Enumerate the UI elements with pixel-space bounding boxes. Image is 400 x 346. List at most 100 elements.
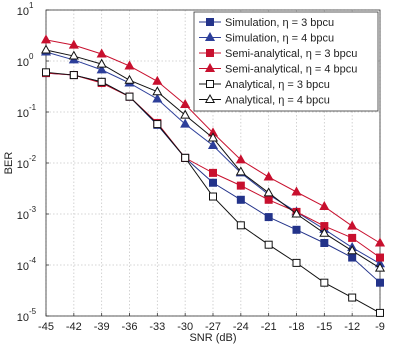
- y-tick-exponent: -2: [29, 154, 37, 163]
- marker: [153, 120, 162, 129]
- marker: [291, 208, 302, 218]
- marker: [236, 181, 245, 190]
- marker: [320, 239, 329, 248]
- y-tick-exponent: -4: [29, 256, 37, 265]
- marker: [152, 86, 163, 96]
- legend-label: Semi-analytical, η = 4 bpcu: [225, 63, 357, 75]
- marker: [96, 58, 107, 68]
- marker: [236, 221, 245, 230]
- y-axis-label: BER: [3, 152, 15, 175]
- marker: [319, 201, 330, 211]
- marker: [291, 186, 302, 196]
- y-tick-exponent: -1: [29, 103, 37, 112]
- legend-box: [193, 11, 379, 112]
- marker: [292, 258, 301, 267]
- marker: [124, 60, 135, 70]
- marker: [204, 93, 216, 103]
- x-tick-label: -21: [261, 321, 277, 333]
- marker: [180, 99, 191, 109]
- legend-label: Simulation, η = 3 bpcu: [225, 17, 334, 29]
- marker: [69, 71, 78, 80]
- marker: [40, 34, 52, 44]
- marker: [206, 49, 214, 57]
- marker: [236, 195, 245, 204]
- marker: [209, 168, 217, 177]
- marker: [320, 278, 329, 287]
- legend-label: Semi-analytical, η = 3 bpcu: [225, 48, 357, 60]
- marker: [206, 18, 214, 26]
- x-axis-label: SNR (dB): [189, 332, 236, 344]
- x-tick-label: -45: [38, 321, 54, 333]
- y-tick-base: 10: [17, 210, 29, 222]
- marker: [204, 62, 216, 72]
- marker: [347, 220, 358, 230]
- marker: [264, 240, 273, 249]
- y-tick-exponent: 0: [29, 52, 34, 61]
- y-tick-label: 10: [17, 6, 29, 18]
- x-tick-label: -27: [205, 321, 221, 333]
- marker: [181, 153, 190, 162]
- y-tick-exponent: -3: [29, 205, 37, 214]
- marker: [40, 44, 52, 54]
- y-tick-label: 10: [17, 312, 29, 324]
- marker: [96, 64, 107, 74]
- x-tick-label: -42: [66, 321, 82, 333]
- y-tick-exponent: -5: [29, 307, 37, 316]
- marker: [235, 154, 246, 164]
- plot-frame: [45, 9, 381, 317]
- marker: [376, 253, 384, 262]
- x-tick-label: -12: [344, 321, 360, 333]
- marker: [263, 187, 274, 197]
- legend-label: Analytical, η = 4 bpcu: [225, 94, 330, 106]
- marker: [180, 109, 191, 119]
- x-tick-label: -15: [316, 321, 332, 333]
- y-tick-base: 10: [17, 57, 29, 69]
- marker: [68, 50, 79, 60]
- marker: [347, 245, 358, 255]
- marker: [374, 262, 386, 272]
- marker: [264, 195, 273, 204]
- legend-label: Analytical, η = 3 bpcu: [225, 79, 330, 91]
- marker: [376, 308, 384, 317]
- marker: [42, 68, 50, 77]
- marker: [292, 225, 301, 234]
- y-tick-base: 10: [17, 6, 29, 18]
- x-tick-label: -36: [122, 321, 138, 333]
- marker: [348, 293, 357, 302]
- marker: [209, 192, 217, 201]
- x-tick-label: -18: [289, 321, 305, 333]
- marker: [376, 278, 384, 287]
- marker: [204, 31, 216, 41]
- marker: [68, 39, 79, 49]
- marker: [97, 77, 106, 86]
- y-tick-base: 10: [17, 159, 29, 171]
- marker: [207, 132, 219, 142]
- marker: [264, 213, 273, 222]
- x-tick-label: -24: [233, 321, 249, 333]
- marker: [124, 74, 135, 84]
- marker: [152, 93, 163, 103]
- y-tick-label: 10: [17, 210, 29, 222]
- marker: [348, 253, 357, 262]
- y-tick-label: 10: [17, 261, 29, 273]
- x-tick-label: -30: [177, 321, 193, 333]
- y-tick-label: 10: [17, 108, 29, 120]
- marker: [209, 178, 217, 187]
- x-tick-label: -9: [375, 321, 385, 333]
- marker: [96, 48, 107, 58]
- marker: [125, 92, 134, 101]
- marker: [152, 75, 163, 85]
- x-tick-label: -39: [94, 321, 110, 333]
- y-tick-base: 10: [17, 312, 29, 324]
- y-tick-label: 10: [17, 159, 29, 171]
- y-tick-exponent: 1: [29, 1, 34, 10]
- legend-label: Simulation, η = 4 bpcu: [225, 32, 334, 44]
- marker: [348, 233, 357, 242]
- marker: [319, 227, 330, 237]
- marker: [263, 171, 274, 181]
- y-tick-base: 10: [17, 261, 29, 273]
- y-tick-base: 10: [17, 108, 29, 120]
- marker: [207, 140, 219, 150]
- x-tick-label: -33: [149, 321, 165, 333]
